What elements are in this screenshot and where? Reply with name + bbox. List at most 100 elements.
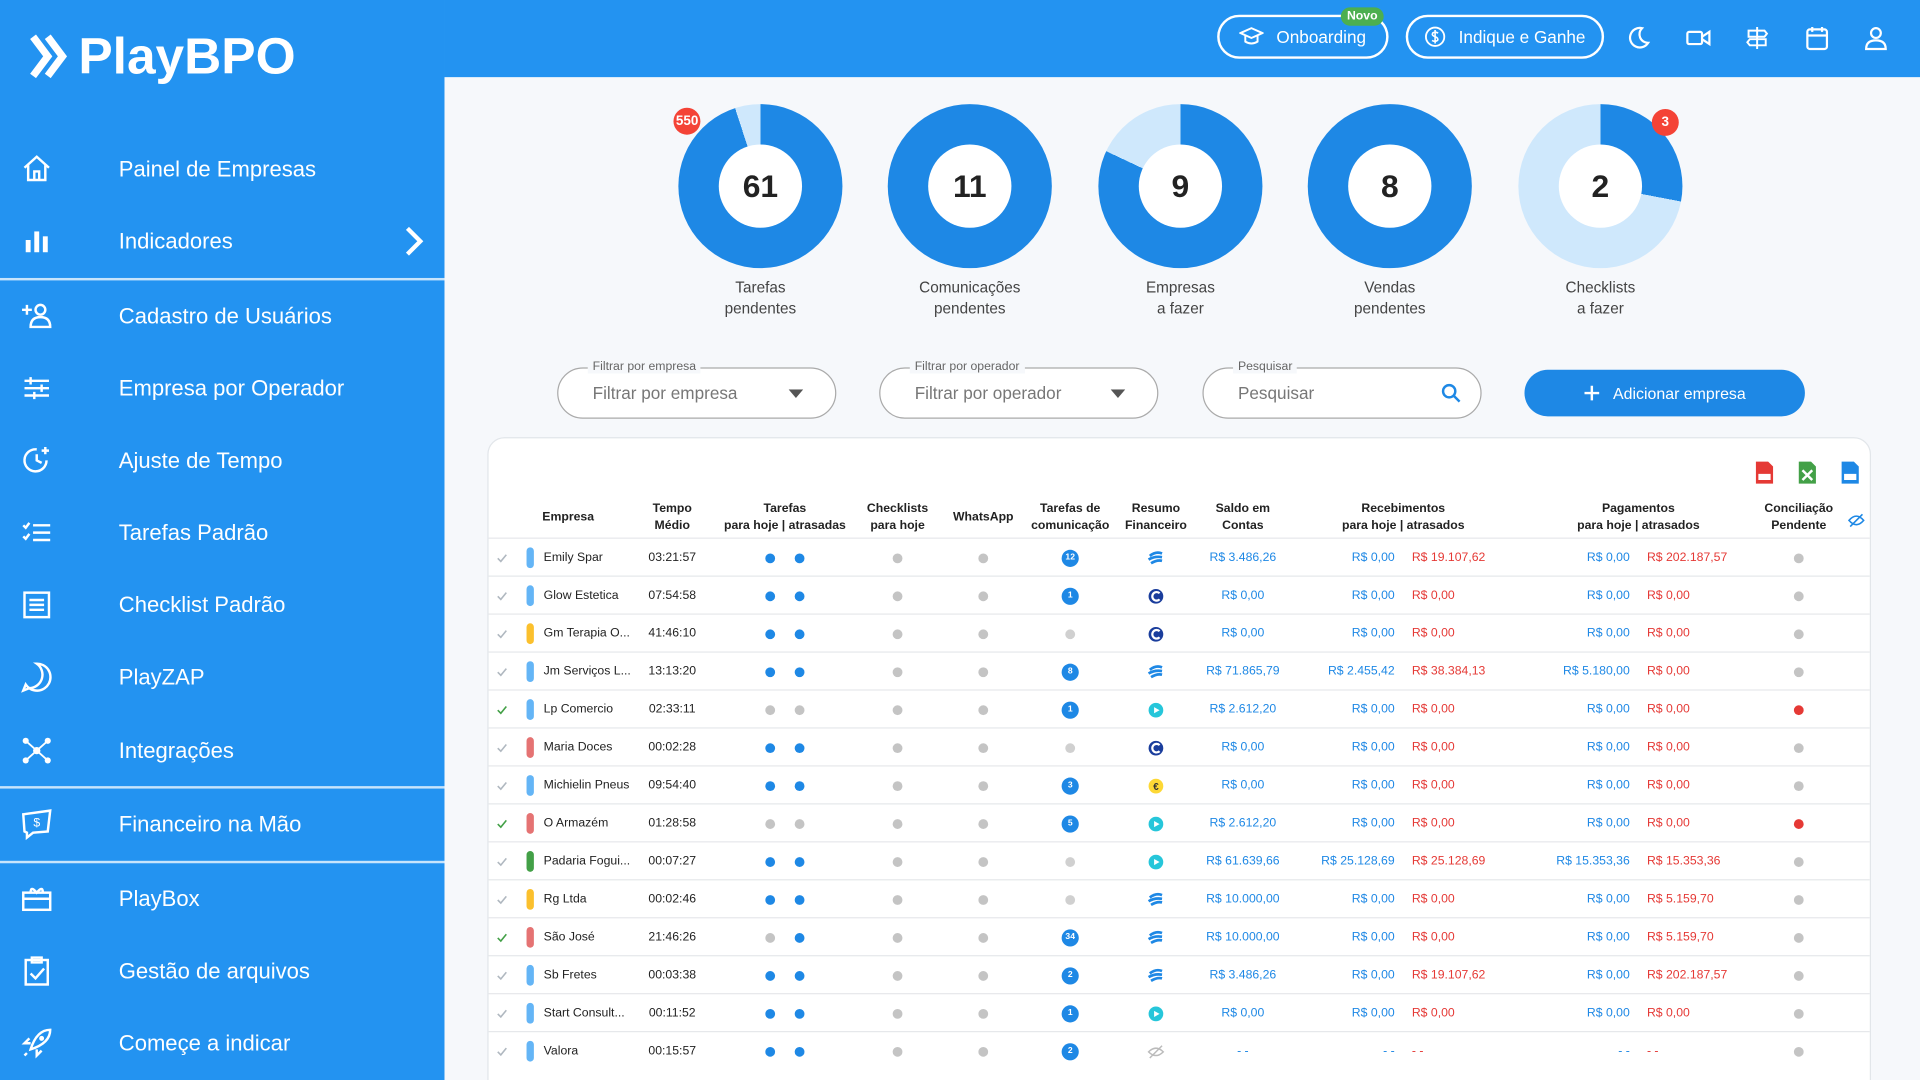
- communication-count: 2: [1061, 1042, 1079, 1060]
- column-header-line: Conciliação: [1764, 502, 1834, 516]
- table-row[interactable]: São José 21:46:26 34 R$ 10.000,00 R$ 0,00 R$ …: [488, 917, 1870, 956]
- menu-item[interactable]: Começe a indicar: [0, 1013, 444, 1074]
- table-row[interactable]: Emily Spar 03:21:57 12 R$ 3.486,26 R$ 0,00 R$…: [488, 537, 1870, 577]
- reconciliation-cell: [1793, 767, 1804, 805]
- task-cell: [794, 994, 805, 1032]
- table-row[interactable]: Maria Doces 00:02:28 R$ 0,00 R$ 0,00 R$ 0,00…: [488, 727, 1870, 766]
- summary-cell: [1147, 918, 1164, 956]
- table-row[interactable]: Glow Estetica 07:54:58 1 R$ 0,00 R$ 0,00 R$ 0…: [488, 575, 1870, 615]
- filter-input[interactable]: Filtrar por empresa Filtrar por empresa: [557, 360, 837, 419]
- company-name: Padaria Fogui...: [543, 854, 631, 869]
- table-row[interactable]: Jm Serviços L... 13:13:20 8 R$ 71.865,79 R$ …: [488, 651, 1870, 690]
- financial-icon: [1148, 1005, 1164, 1021]
- task-cell: [765, 767, 776, 805]
- referral-button[interactable]: Indique e Ganhe: [1405, 14, 1605, 59]
- company-color: [526, 964, 534, 986]
- payable-overdue: R$ 0,00: [1646, 1006, 1690, 1020]
- summary-cell: €: [1147, 767, 1164, 805]
- task-dot: [765, 1046, 776, 1057]
- menu-item[interactable]: $ Financeiro na Mão: [0, 793, 444, 854]
- menu-label: PlayBox: [118, 885, 200, 911]
- menu-item[interactable]: Tarefas Padrão: [0, 502, 444, 563]
- menu-item[interactable]: Checklist Padrão: [0, 574, 444, 635]
- checklist-dot: [892, 780, 903, 791]
- receivable-today: R$ 0,00: [1351, 778, 1395, 793]
- checklist-cell: [892, 842, 903, 880]
- menu-item[interactable]: Integrações: [0, 720, 444, 781]
- search-icon: [1441, 383, 1461, 403]
- donut-label: pendentes: [1354, 300, 1426, 318]
- reconciliation-dot: [1793, 590, 1804, 601]
- dropdown-arrow: [788, 389, 804, 398]
- hide-columns-icon[interactable]: [1847, 513, 1865, 528]
- table-row[interactable]: Lp Comercio 02:33:11 1 R$ 2.612,20 R$ 0,00 R$…: [488, 689, 1870, 728]
- communication-dot: [1065, 856, 1076, 867]
- video-icon[interactable]: [1685, 24, 1712, 51]
- payable-today: R$ 0,00: [1586, 551, 1630, 565]
- summary-card[interactable]: 9 Empresas a fazer: [1082, 104, 1278, 324]
- menu-item[interactable]: PlayZAP: [0, 647, 444, 708]
- filter-input[interactable]: Pesquisar Pesquisar: [1202, 360, 1482, 419]
- user-icon[interactable]: [1862, 24, 1889, 51]
- summary-card[interactable]: 8 Vendas pendentes: [1292, 104, 1488, 324]
- add-company-button[interactable]: Adicionar empresa: [1524, 369, 1805, 417]
- donut: 11: [887, 104, 1052, 269]
- menu-item[interactable]: Ajuste de Tempo: [0, 430, 444, 491]
- calendar-icon[interactable]: [1804, 24, 1831, 51]
- table-row[interactable]: Rg Ltda 00:02:46 R$ 10.000,00 R$ 0,00 R$ 0,0…: [488, 879, 1870, 918]
- onboarding-button[interactable]: Onboarding Novo: [1217, 7, 1389, 59]
- menu-item[interactable]: Empresa por Operador: [0, 358, 444, 419]
- export-pdf[interactable]: [1755, 460, 1775, 484]
- table-row[interactable]: Sb Fretes 00:03:38 2 R$ 3.486,26 R$ 0,00 R$ 1…: [488, 955, 1870, 994]
- company-color: [526, 623, 534, 645]
- menu-icon: [23, 446, 49, 473]
- check-cell: [497, 767, 508, 805]
- communication-cell: 1: [1061, 994, 1079, 1032]
- company-color: [526, 585, 534, 607]
- company-name: Start Consult...: [543, 1006, 625, 1020]
- company-name: São José: [543, 930, 595, 945]
- table-row[interactable]: Padaria Fogui... 00:07:27 R$ 61.639,66 R$ 2…: [488, 841, 1870, 880]
- table-row[interactable]: Start Consult... 00:11:52 1 R$ 0,00 R$ 0,00 R…: [488, 993, 1870, 1032]
- payable-overdue: - -: [1646, 1044, 1659, 1058]
- whatsapp-cell: [978, 1032, 989, 1070]
- summary-cell: [1147, 994, 1164, 1032]
- column-header-line: comunicação: [1031, 519, 1110, 533]
- payable-overdue: R$ 5.159,70: [1646, 930, 1714, 945]
- task-dot: [765, 894, 776, 905]
- table-row[interactable]: O Armazém 01:28:58 5 R$ 2.612,20 R$ 0,00 R$ 0…: [488, 803, 1870, 842]
- filter-input[interactable]: Filtrar por operador Filtrar por operador: [879, 360, 1159, 419]
- whatsapp-dot: [978, 894, 989, 905]
- column-header-line: Tarefas de: [1040, 502, 1101, 516]
- company-color: [526, 813, 534, 834]
- export-xls[interactable]: [1798, 460, 1818, 484]
- task-dot: [794, 970, 805, 981]
- summary-card[interactable]: 61 Tarefas pendentes 550: [662, 104, 858, 324]
- summary-card[interactable]: 11 Comunicações pendentes: [872, 104, 1068, 324]
- summary-card[interactable]: 2 Checklists a fazer 3: [1502, 104, 1698, 324]
- menu-item[interactable]: Indicadores: [0, 211, 444, 272]
- menu-item[interactable]: PlayBox: [0, 868, 444, 929]
- check-mark: [497, 1047, 507, 1056]
- export-csv[interactable]: [1840, 460, 1860, 484]
- reconciliation-dot: [1793, 628, 1804, 639]
- signpost-icon[interactable]: [1744, 24, 1771, 51]
- menu-icon: [23, 155, 50, 182]
- menu-label: Empresa por Operador: [118, 375, 345, 400]
- task-cell: [794, 1032, 805, 1070]
- table-row[interactable]: Michielin Pneus 09:54:40 3 € R$ 0,00 R$ 0,00 R…: [488, 765, 1870, 805]
- balance: R$ 0,00: [1221, 740, 1265, 755]
- company-color: [526, 661, 534, 683]
- menu-item[interactable]: Gestão de arquivos: [0, 940, 444, 1001]
- task-cell: [794, 615, 805, 653]
- menu-item[interactable]: Cadastro de Usuários: [0, 285, 444, 346]
- reconciliation-cell: [1793, 956, 1804, 994]
- table-row[interactable]: Gm Terapia O... 41:46:10 R$ 0,00 R$ 0,00 R$ …: [488, 613, 1870, 653]
- average-time: 00:03:38: [648, 968, 697, 983]
- menu-item[interactable]: Painel de Empresas: [0, 138, 444, 199]
- table-row[interactable]: Valora 00:15:57 2 - - - - - - - - - -: [488, 1031, 1870, 1070]
- whatsapp-cell: [978, 577, 989, 615]
- payable-overdue: R$ 0,00: [1646, 702, 1690, 717]
- checklist-cell: [892, 918, 903, 956]
- dark-mode-icon[interactable]: [1625, 24, 1652, 51]
